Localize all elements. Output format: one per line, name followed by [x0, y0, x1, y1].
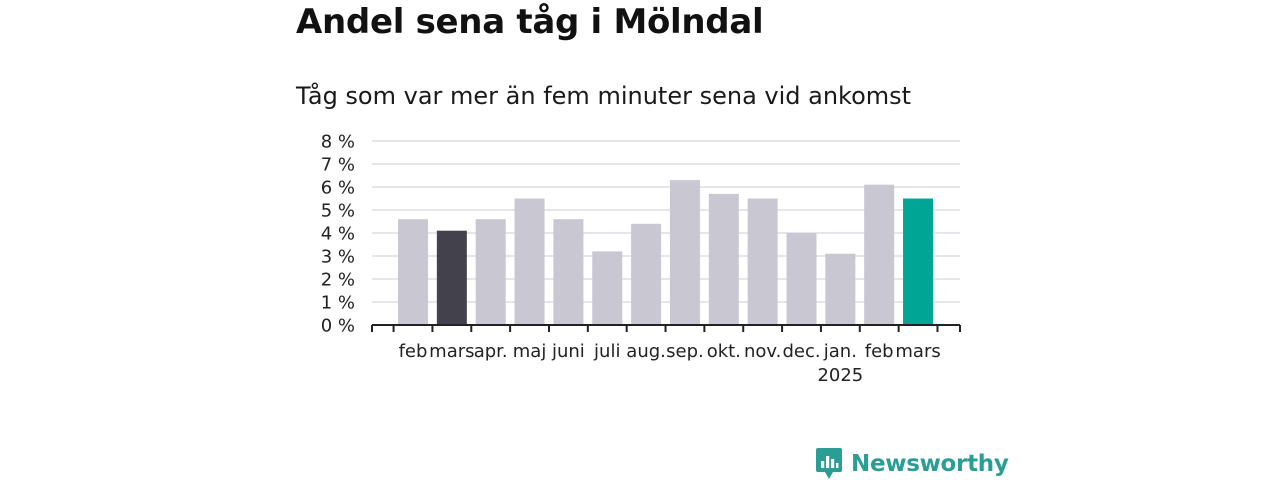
- newsworthy-logo-icon: [816, 448, 842, 479]
- y-tick-label: 1 %: [321, 293, 355, 314]
- y-tick-label: 0 %: [321, 316, 355, 337]
- bar: [398, 219, 428, 325]
- chart-title: Andel sena tåg i Mölndal: [296, 2, 764, 42]
- bar: [825, 253, 856, 325]
- x-tick-label: mars: [429, 341, 474, 362]
- y-tick-label: 4 %: [321, 224, 355, 245]
- bars: [398, 180, 934, 325]
- bar: [864, 184, 895, 325]
- bar: [786, 233, 817, 325]
- y-tick-label: 6 %: [321, 178, 355, 199]
- x-tick-label: juni: [551, 341, 585, 362]
- y-tick-label: 7 %: [321, 155, 355, 176]
- chart-subtitle: Tåg som var mer än fem minuter sena vid …: [296, 82, 912, 110]
- x-axis-labels: feb mars apr. maj juni juli aug. sep. okt. nov. de…: [399, 341, 941, 386]
- bar: [903, 198, 934, 325]
- x-tick-label: feb: [399, 341, 428, 362]
- x-tick-label: okt.: [707, 341, 741, 362]
- gridlines: [372, 140, 960, 303]
- x-tick-label: juli: [593, 341, 620, 362]
- bar: [514, 198, 545, 325]
- bar-chart: 0 %1 %2 %3 %4 %5 %6 %7 %8 % feb mars apr. m…: [321, 132, 961, 386]
- x-tick-label: sep.: [666, 341, 704, 362]
- x-tick-label: mars: [895, 341, 940, 362]
- y-tick-label: 5 %: [321, 201, 355, 222]
- x-tick-label: maj: [513, 341, 547, 362]
- x-tick-label: apr.: [474, 341, 508, 362]
- y-tick-label: 3 %: [321, 247, 355, 268]
- brand-name: Newsworthy: [851, 450, 1009, 477]
- bar: [475, 219, 506, 325]
- bar: [708, 193, 739, 325]
- bar: [436, 230, 467, 325]
- x-tick-label: aug.: [626, 341, 666, 362]
- newsworthy-logo: Newsworthy: [815, 447, 1009, 480]
- x-tick-label: dec.: [782, 341, 820, 362]
- bar: [631, 223, 662, 325]
- bar: [747, 198, 778, 325]
- x-tick-label: feb: [865, 341, 894, 362]
- y-tick-label: 2 %: [321, 270, 355, 291]
- x-tick-label: nov.: [744, 341, 781, 362]
- x-tick-label: jan.: [823, 341, 857, 362]
- bar: [592, 251, 623, 325]
- x-axis: [371, 324, 961, 332]
- x-year-label: 2025: [817, 365, 863, 386]
- bar: [669, 180, 700, 325]
- bar: [553, 219, 584, 325]
- y-tick-label: 8 %: [321, 132, 355, 153]
- y-axis-labels: 0 %1 %2 %3 %4 %5 %6 %7 %8 %: [321, 132, 355, 337]
